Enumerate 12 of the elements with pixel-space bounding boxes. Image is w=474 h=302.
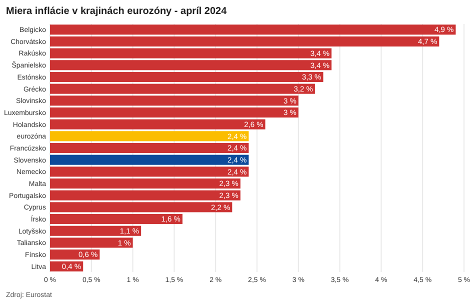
bar — [50, 166, 249, 177]
bar — [50, 119, 266, 130]
bar — [50, 178, 240, 189]
chart-title: Miera inflácie v krajinách eurozóny - apríl 2024 — [6, 6, 228, 17]
bar — [50, 214, 182, 224]
bar — [50, 107, 298, 118]
bar — [50, 154, 249, 165]
bar — [50, 142, 249, 154]
bar — [50, 131, 249, 142]
bar — [50, 36, 440, 46]
bar — [50, 24, 456, 35]
bar — [50, 72, 324, 82]
